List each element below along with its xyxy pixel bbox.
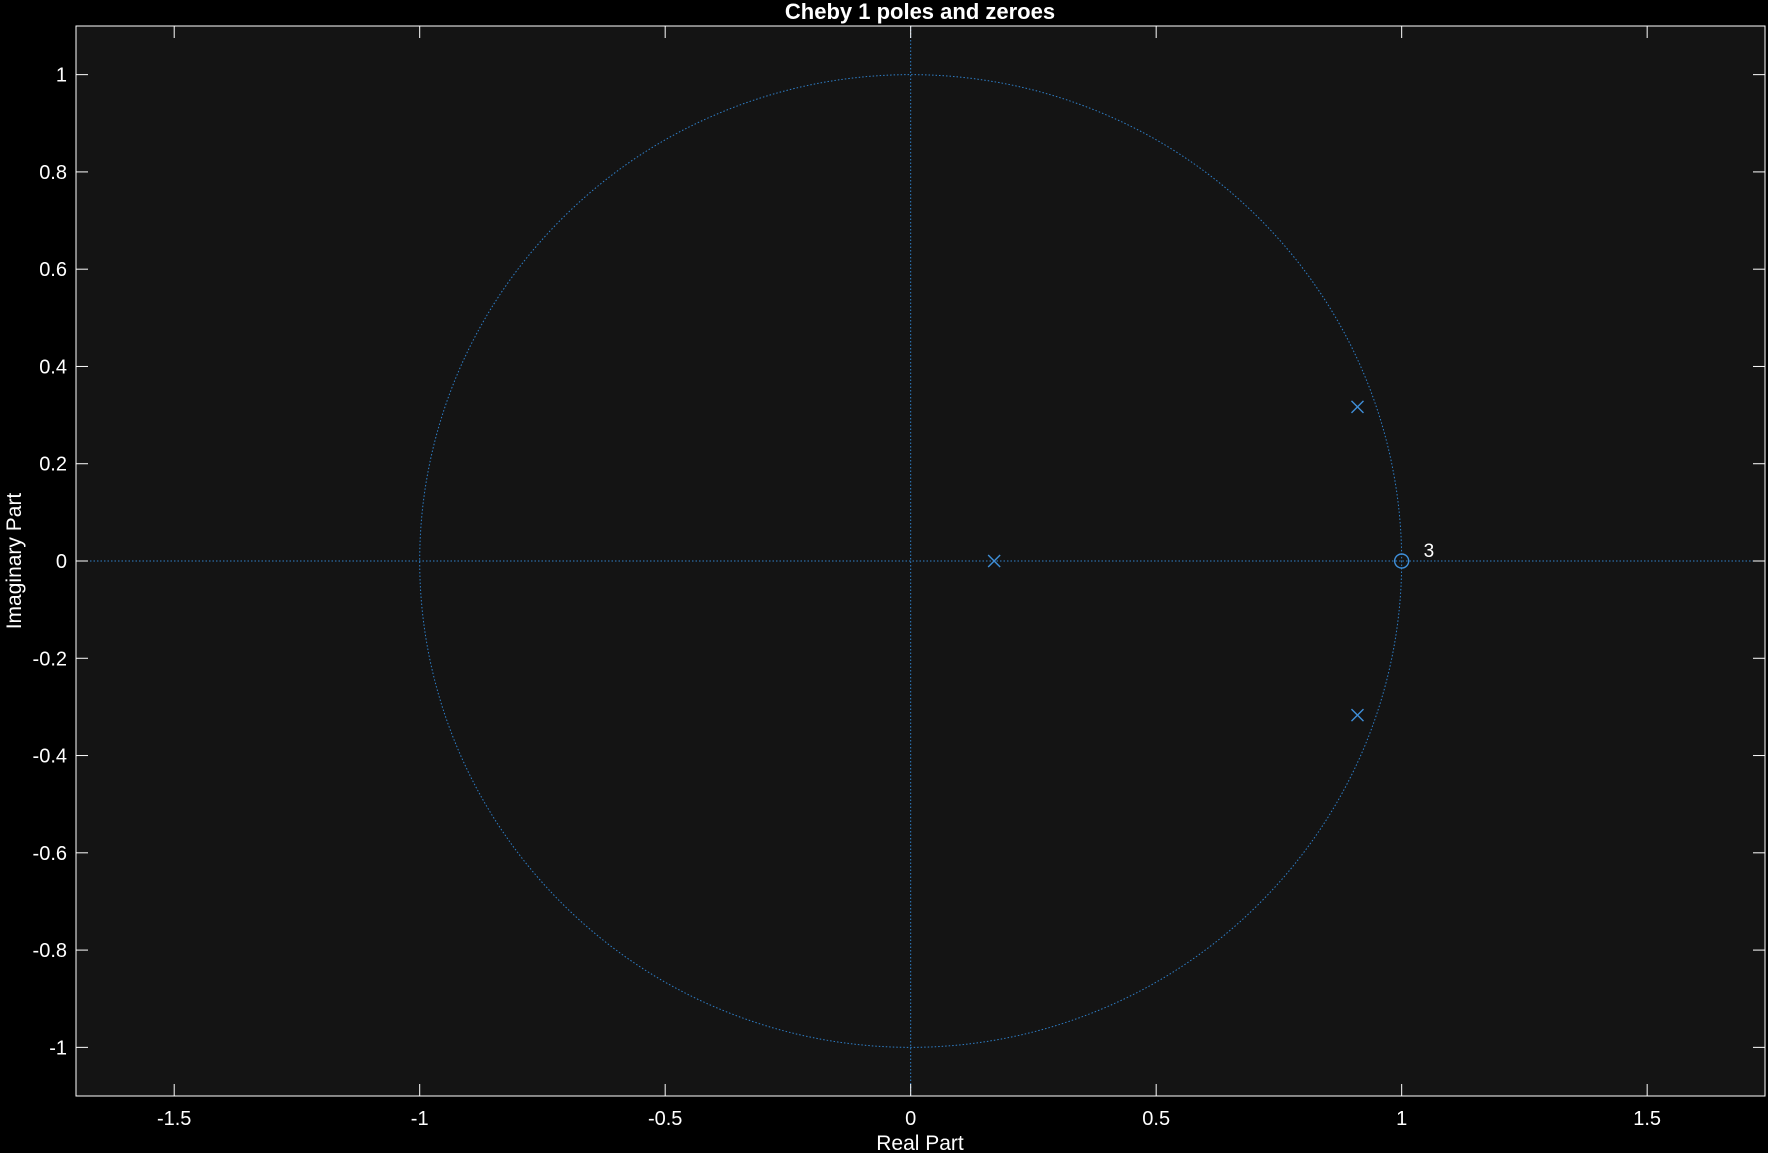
pole-stroke — [987, 554, 1001, 568]
pole-marker — [1350, 708, 1364, 722]
y-tick-label: 0.8 — [39, 162, 67, 184]
x-axis-label: Real Part — [876, 1132, 964, 1153]
x-tick-label: -1.5 — [157, 1108, 191, 1130]
x-tick-label: 1.5 — [1633, 1108, 1661, 1130]
x-tick-label: -1 — [411, 1108, 429, 1130]
x-tick-label: 1 — [1396, 1108, 1407, 1130]
reference-lines — [76, 26, 1765, 1096]
y-tick-label: 0.6 — [39, 259, 67, 281]
axes-box — [75, 25, 1766, 1097]
y-tick-label: 0.4 — [39, 356, 67, 378]
pole-marker — [1350, 400, 1364, 414]
y-axis-label: Imaginary Part — [3, 493, 26, 630]
y-tick-label: -0.2 — [33, 648, 67, 670]
unit-circle — [419, 74, 1403, 1048]
x-tick-label: -0.5 — [648, 1108, 682, 1130]
y-tick-label: 0.2 — [39, 454, 67, 476]
y-tick-label: -1 — [49, 1037, 67, 1059]
pole-stroke — [1350, 400, 1364, 414]
y-tick-label: -0.6 — [33, 843, 67, 865]
axis-ticks: -1.5 -1 -0.5 0 0.5 1 1.5 -1 -0.8 -0.6 -0.4 -0.2 0 0.2… — [33, 26, 1765, 1130]
y-tick-label: -0.8 — [33, 940, 67, 962]
y-tick-label: 1 — [56, 65, 67, 87]
pole-marker — [987, 554, 1001, 568]
zero-marker — [1393, 553, 1410, 569]
y-tick-label: -0.4 — [33, 746, 67, 768]
zero-multiplicity-label: 3 — [1424, 541, 1435, 562]
x-tick-label: 0.5 — [1142, 1108, 1170, 1130]
x-tick-label: 0 — [905, 1108, 916, 1130]
chart-title: Cheby 1 poles and zeroes — [785, 0, 1055, 24]
pole-stroke — [1350, 708, 1364, 722]
y-tick-label: 0 — [56, 551, 67, 573]
markers: 3 — [987, 400, 1435, 722]
